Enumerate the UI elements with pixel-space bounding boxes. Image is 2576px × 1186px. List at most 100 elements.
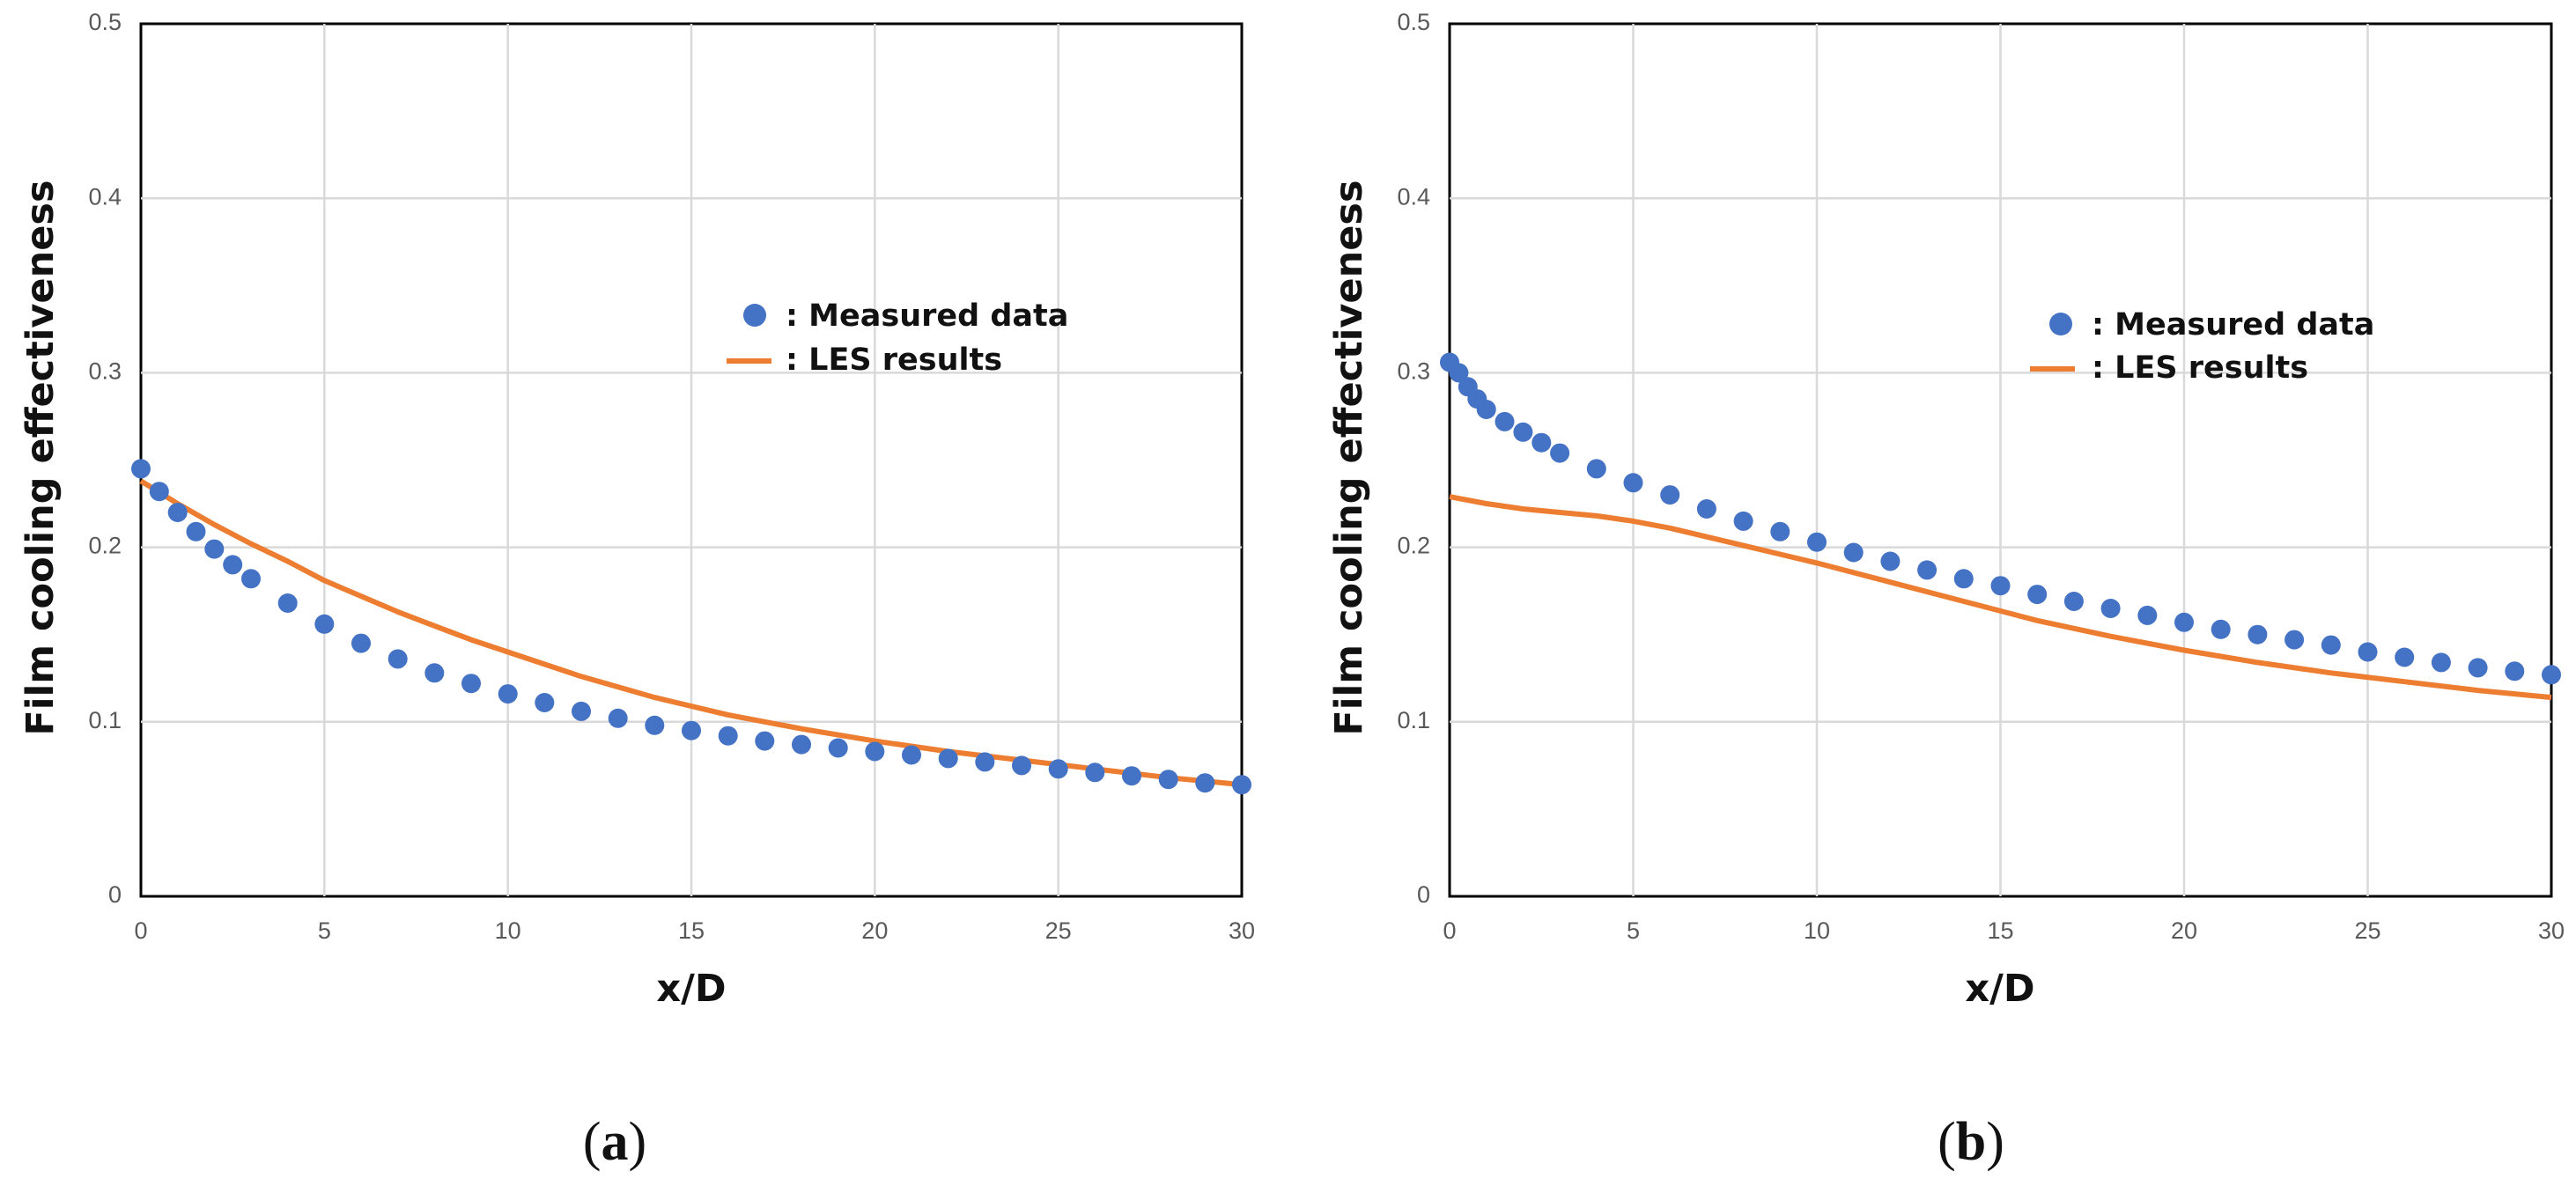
measured-data-point [1550, 443, 1570, 463]
series-measured-a [131, 459, 1251, 795]
measured-data-point [2395, 647, 2415, 667]
les-results-line [139, 478, 1243, 788]
measured-data-point [975, 752, 995, 772]
x-tick-label: 10 [1804, 917, 1830, 944]
measured-data-point [1158, 770, 1178, 790]
measured-data-point [682, 720, 701, 740]
legend-label-les: : LES results [2092, 350, 2308, 386]
y-tick-label: 0.5 [88, 9, 122, 35]
x-tick-label: 0 [1443, 917, 1456, 944]
legend-label-measured: : Measured data [786, 298, 1068, 334]
x-tick-label: 0 [134, 917, 147, 944]
y-tick-label: 0.3 [88, 358, 122, 385]
measured-data-point [572, 701, 591, 721]
x-tick-label: 25 [1045, 917, 1072, 944]
measured-data-point [2321, 635, 2341, 655]
measured-data-point [241, 569, 261, 589]
legend-label-measured: : Measured data [2092, 307, 2374, 343]
x-tick-labels-b: 0 5 10 15 20 25 30 [1443, 917, 2565, 944]
measured-data-point [2027, 585, 2048, 605]
measured-data-point [1476, 400, 1496, 419]
measured-data-point [608, 708, 628, 728]
measured-data-point [424, 663, 445, 683]
measured-data-point [1696, 499, 1716, 519]
measured-data-point [865, 741, 885, 762]
x-tick-label: 30 [1229, 917, 1255, 944]
measured-data-point [938, 748, 958, 769]
y-tick-label: 0.5 [1397, 9, 1430, 35]
measured-data-point [314, 614, 335, 634]
measured-data-point [2505, 661, 2525, 681]
measured-data-point [2063, 592, 2084, 611]
legend-a: : Measured data : LES results [727, 298, 1068, 378]
y-tick-label: 0.4 [1397, 183, 1430, 210]
x-tick-label: 15 [678, 917, 705, 944]
x-tick-label: 5 [1627, 917, 1640, 944]
measured-data-point [461, 674, 481, 694]
measured-data-point [902, 745, 921, 765]
x-tick-label: 20 [2171, 917, 2197, 944]
measured-data-point [1586, 459, 1606, 479]
measured-data-point [1195, 773, 1215, 793]
measured-data-point [186, 521, 206, 541]
panel-label-open: ( [1938, 1112, 1956, 1172]
measured-data-point [1232, 775, 1251, 795]
panel-label-open: ( [583, 1112, 602, 1172]
les-results-line [1449, 494, 2552, 701]
y-tick-labels-b: 0 0.1 0.2 0.3 0.4 0.5 [1397, 9, 1430, 908]
measured-data-point [1012, 755, 1031, 776]
measured-data-point [2174, 612, 2194, 632]
measured-data-point [1660, 485, 1680, 505]
measured-data-point [1843, 542, 1864, 563]
measured-data-point [1532, 432, 1552, 453]
measured-data-point [1770, 521, 1790, 541]
measured-data-point [351, 633, 371, 653]
y-tick-labels-a: 0 0.1 0.2 0.3 0.4 0.5 [88, 9, 122, 908]
panel-label-letter: a [602, 1112, 629, 1172]
measured-data-point [2542, 665, 2561, 685]
y-tick-label: 0.1 [1397, 707, 1430, 733]
x-tick-label: 15 [1987, 917, 2013, 944]
panel-label-b: (b) [1938, 1112, 2004, 1172]
y-tick-label: 0 [1417, 881, 1430, 908]
x-tick-labels-a: 0 5 10 15 20 25 30 [134, 917, 1255, 944]
x-tick-label: 5 [318, 917, 331, 944]
chart-panel-a: 0 0.1 0.2 0.3 0.4 0.5 0 5 10 15 20 25 30… [18, 9, 1255, 1172]
y-tick-label: 0.4 [88, 183, 122, 210]
gridlines-b [1450, 24, 2551, 896]
x-axis-title-a: x/D [656, 967, 726, 1011]
measured-data-point [792, 734, 811, 755]
y-axis-title-b: Film cooling effectiveness [1327, 180, 1371, 735]
y-axis-title-a: Film cooling effectiveness [18, 180, 63, 735]
measured-data-point [1122, 766, 1141, 786]
measured-data-point [149, 482, 169, 502]
measured-data-point [645, 715, 665, 735]
legend-marker-measured [743, 304, 766, 327]
panel-label-a: (a) [583, 1112, 646, 1172]
measured-data-point [2284, 630, 2305, 650]
measured-data-point [223, 555, 243, 575]
measured-data-point [2137, 605, 2158, 625]
measured-data-point [1623, 473, 1643, 493]
measured-data-point [1495, 411, 1515, 431]
legend-label-les: : LES results [786, 343, 1002, 378]
measured-data-point [167, 503, 188, 522]
measured-data-point [388, 649, 408, 669]
measured-data-point [1917, 560, 1938, 580]
y-tick-label: 0.2 [1397, 533, 1430, 559]
series-les-b [1449, 494, 2552, 701]
chart-panel-b: 0 0.1 0.2 0.3 0.4 0.5 0 5 10 15 20 25 30… [1327, 9, 2565, 1172]
measured-data-point [1880, 551, 1901, 571]
legend-marker-measured [2049, 313, 2072, 335]
measured-data-point [1085, 762, 1105, 783]
measured-data-point [1048, 759, 1068, 779]
measured-data-point [1513, 422, 1533, 442]
panel-label-close: ) [629, 1112, 647, 1172]
measured-data-point [2358, 642, 2378, 662]
measured-data-point [2211, 619, 2231, 639]
measured-data-point [277, 593, 298, 613]
measured-data-point [1807, 532, 1827, 552]
series-les-a [139, 478, 1243, 788]
panel-label-letter: b [1956, 1112, 1986, 1172]
